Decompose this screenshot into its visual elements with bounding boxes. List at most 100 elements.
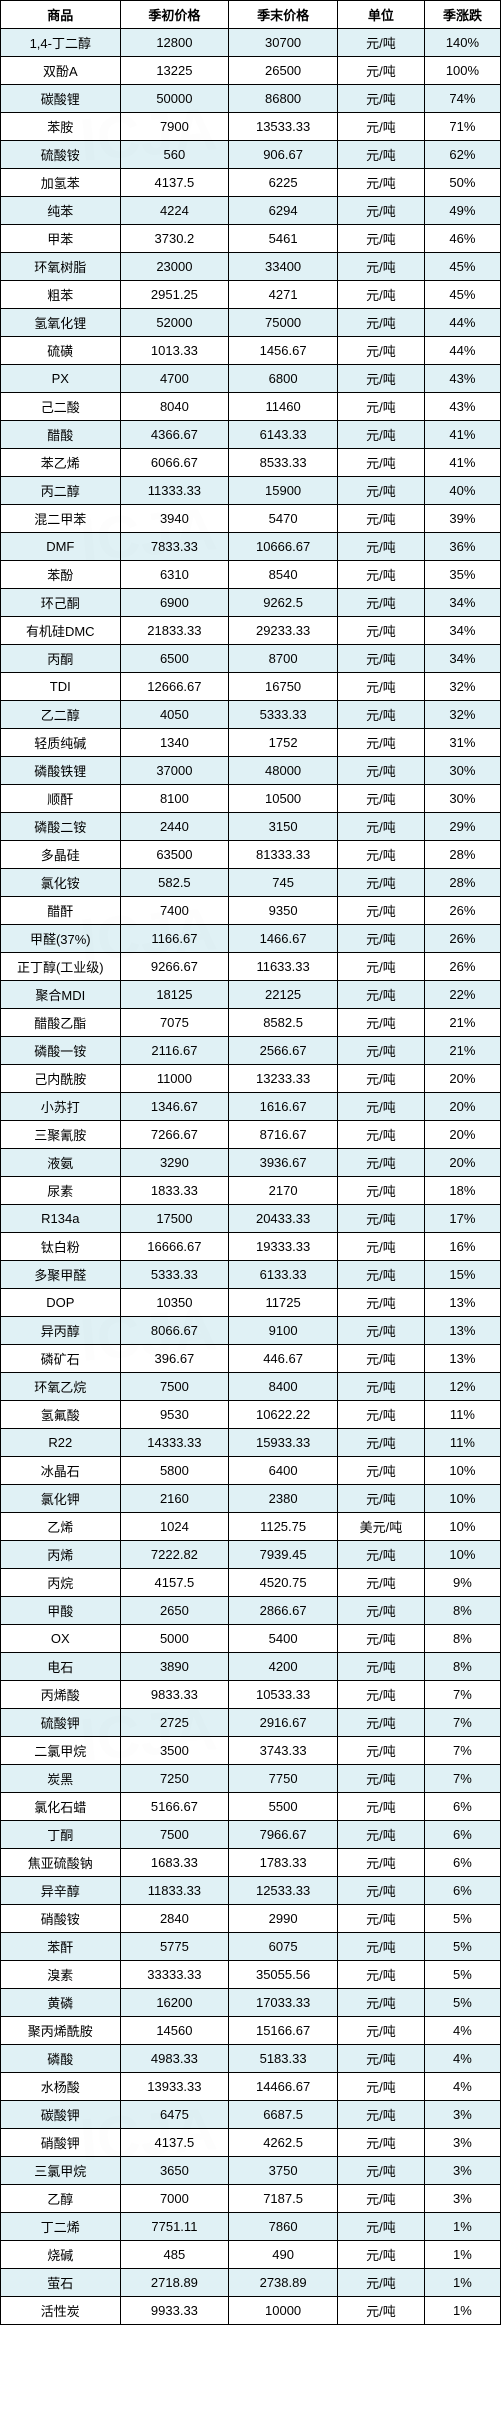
table-cell: 1833.33 [120,1177,229,1205]
table-cell: 8% [424,1625,500,1653]
table-cell: 有机硅DMC [1,617,121,645]
table-cell: 轻质纯碱 [1,729,121,757]
table-row: 丙烯7222.827939.45元/吨10% [1,1541,501,1569]
price-table: 商品 季初价格 季末价格 单位 季涨跌 1,4-丁二醇1280030700元/吨… [0,0,501,2325]
table-cell: 7222.82 [120,1541,229,1569]
table-cell: 环氧乙烷 [1,1373,121,1401]
table-cell: 7% [424,1737,500,1765]
table-row: 纯苯42246294元/吨49% [1,197,501,225]
col-header-change: 季涨跌 [424,1,500,29]
table-cell: 元/吨 [337,169,424,197]
table-cell: 碳酸锂 [1,85,121,113]
table-cell: 1752 [229,729,338,757]
table-cell: 26500 [229,57,338,85]
header-row: 商品 季初价格 季末价格 单位 季涨跌 [1,1,501,29]
table-cell: 32% [424,673,500,701]
table-cell: 4224 [120,197,229,225]
table-cell: 粗苯 [1,281,121,309]
table-cell: 17% [424,1205,500,1233]
table-cell: 74% [424,85,500,113]
table-cell: 9350 [229,897,338,925]
table-cell: 元/吨 [337,1653,424,1681]
table-cell: 3936.67 [229,1149,338,1177]
table-cell: 30% [424,785,500,813]
table-cell: 元/吨 [337,393,424,421]
table-cell: 13% [424,1289,500,1317]
table-row: 小苏打1346.671616.67元/吨20% [1,1093,501,1121]
table-cell: 490 [229,2241,338,2269]
table-cell: 6133.33 [229,1261,338,1289]
table-cell: 碳酸钾 [1,2101,121,2129]
table-cell: 12666.67 [120,673,229,701]
table-cell: 29% [424,813,500,841]
table-cell: 35% [424,561,500,589]
table-row: 苯胺790013533.33元/吨71% [1,113,501,141]
table-row: 有机硅DMC21833.3329233.33元/吨34% [1,617,501,645]
table-cell: 7% [424,1765,500,1793]
table-row: 黄磷1620017033.33元/吨5% [1,1989,501,2017]
table-row: 三氯甲烷36503750元/吨3% [1,2157,501,2185]
table-cell: 9100 [229,1317,338,1345]
table-cell: 甲酸 [1,1597,121,1625]
table-row: 丙酮65008700元/吨34% [1,645,501,673]
table-cell: 活性炭 [1,2297,121,2325]
table-cell: 元/吨 [337,1989,424,2017]
table-cell: 16% [424,1233,500,1261]
table-cell: 元/吨 [337,57,424,85]
table-cell: 71% [424,113,500,141]
table-cell: 元/吨 [337,1933,424,1961]
table-cell: 丙二醇 [1,477,121,505]
table-cell: 元/吨 [337,85,424,113]
table-cell: 39% [424,505,500,533]
table-cell: 丙烷 [1,1569,121,1597]
table-cell: 氢氧化锂 [1,309,121,337]
table-cell: 元/吨 [337,589,424,617]
table-cell: 己内酰胺 [1,1065,121,1093]
table-cell: 7187.5 [229,2185,338,2213]
table-cell: 6687.5 [229,2101,338,2129]
table-cell: 22% [424,981,500,1009]
table-row: 硫磺1013.331456.67元/吨44% [1,337,501,365]
table-cell: 8% [424,1597,500,1625]
table-cell: 37000 [120,757,229,785]
table-cell: 元/吨 [337,645,424,673]
table-cell: 元/吨 [337,1149,424,1177]
table-cell: 元/吨 [337,1821,424,1849]
table-cell: 元/吨 [337,2241,424,2269]
table-cell: 33333.33 [120,1961,229,1989]
table-cell: 10% [424,1513,500,1541]
table-cell: 元/吨 [337,1709,424,1737]
table-cell: 6% [424,1821,500,1849]
table-cell: 冰晶石 [1,1457,121,1485]
table-row: 磷酸二铵24403150元/吨29% [1,813,501,841]
table-cell: 苯酐 [1,1933,121,1961]
table-row: 正丁醇(工业级)9266.6711633.33元/吨26% [1,953,501,981]
table-cell: 7000 [120,2185,229,2213]
table-cell: 44% [424,337,500,365]
table-cell: 485 [120,2241,229,2269]
table-cell: 8716.67 [229,1121,338,1149]
table-cell: 11% [424,1401,500,1429]
table-cell: 元/吨 [337,1177,424,1205]
table-cell: 溴素 [1,1961,121,1989]
table-cell: 7750 [229,1765,338,1793]
table-cell: 6800 [229,365,338,393]
table-cell: 7500 [120,1821,229,1849]
table-cell: 磷酸铁锂 [1,757,121,785]
table-cell: 己二酸 [1,393,121,421]
table-cell: 4520.75 [229,1569,338,1597]
table-cell: 3% [424,2185,500,2213]
table-cell: 氯化石蜡 [1,1793,121,1821]
table-cell: 4700 [120,365,229,393]
table-cell: 元/吨 [337,1037,424,1065]
table-cell: 磷矿石 [1,1345,121,1373]
table-cell: 2440 [120,813,229,841]
table-cell: 10622.22 [229,1401,338,1429]
table-cell: 元/吨 [337,337,424,365]
table-cell: 元/吨 [337,1065,424,1093]
table-cell: 元/吨 [337,253,424,281]
table-cell: 钛白粉 [1,1233,121,1261]
table-cell: 炭黑 [1,1765,121,1793]
table-cell: 13933.33 [120,2073,229,2101]
table-row: 醋酸4366.676143.33元/吨41% [1,421,501,449]
